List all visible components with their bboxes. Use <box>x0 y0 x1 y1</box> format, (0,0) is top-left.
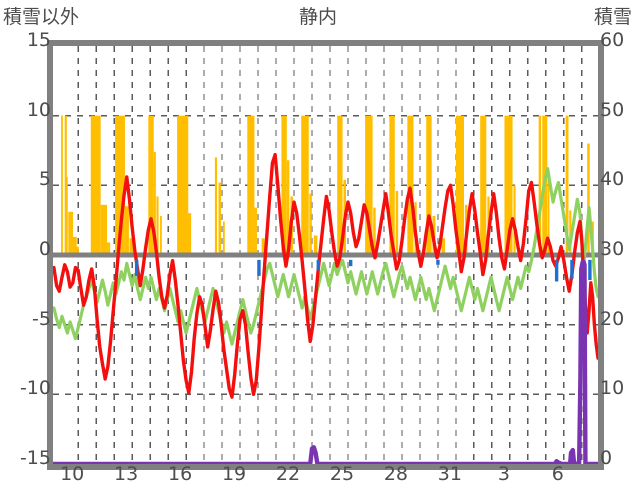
left-axis-tick: 10 <box>26 98 51 121</box>
x-axis-tick: 28 <box>383 463 409 485</box>
precipitation-bar <box>106 242 111 255</box>
precipitation-bar <box>156 196 159 255</box>
precipitation-bar <box>373 207 376 255</box>
plot-canvas <box>53 46 598 464</box>
precipitation-bar <box>100 204 107 255</box>
right-axis-tick: 60 <box>600 29 625 51</box>
precipitation-bar <box>286 160 290 255</box>
precipitation-bar <box>538 115 542 255</box>
right-axis-tick: 40 <box>600 168 625 191</box>
precipitation-bar <box>254 207 257 255</box>
precipitation-bar <box>247 115 255 255</box>
precipitation-bar <box>68 211 73 255</box>
right-axis-tick: 50 <box>600 98 625 121</box>
precipitation-bar <box>64 115 67 255</box>
precipitation-bar <box>65 176 68 255</box>
snow-depth-line <box>53 259 598 464</box>
precipitation-bar <box>160 215 162 255</box>
precipitation-bar <box>337 115 343 255</box>
right-axis-tick: 30 <box>600 238 625 260</box>
precipitation-bar <box>407 115 414 255</box>
precipitation-bar <box>261 238 265 255</box>
x-axis-tick: 6 <box>551 463 564 485</box>
precipitation-bar <box>222 221 225 255</box>
precipitation-bar <box>504 115 513 255</box>
left-axis-tick: -5 <box>32 307 51 330</box>
left-axis-tick: 0 <box>38 238 51 260</box>
left-axis-tick: -15 <box>19 447 51 469</box>
plot-area <box>47 40 604 470</box>
dewpoint-line <box>53 167 598 346</box>
precipitation-bar <box>587 143 590 255</box>
precipitation-bar <box>569 210 572 255</box>
precipitation-bar <box>455 115 464 255</box>
page-title: 静内 <box>298 6 337 28</box>
right-axis-tick: 10 <box>600 377 625 400</box>
precipitation-bar <box>309 193 312 255</box>
x-axis-tick: 31 <box>437 463 462 485</box>
temperature-line <box>53 152 598 399</box>
precipitation-bar <box>395 190 399 255</box>
left-axis-tick: 15 <box>26 29 51 51</box>
left-axis-tick: 5 <box>38 168 51 191</box>
precipitation-bar <box>72 236 77 255</box>
precipitation-bar <box>426 115 432 255</box>
x-axis-tick: 19 <box>221 463 247 485</box>
right-axis-title: 積雪 <box>593 6 632 28</box>
x-axis-tick: 22 <box>275 463 301 485</box>
precipitation-bar <box>480 115 487 255</box>
left-axis-tick: -10 <box>19 377 51 400</box>
precipitation-bar <box>76 246 79 255</box>
x-axis-tick: 13 <box>114 463 139 485</box>
left-axis-title: 積雪以外 <box>3 6 80 28</box>
precipitation-bar <box>124 206 129 255</box>
right-axis-tick: 0 <box>600 447 613 469</box>
precipitation-bar <box>148 115 154 255</box>
precipitation-bar <box>115 115 125 255</box>
precipitation-bar <box>61 115 63 255</box>
precipitation-bar <box>301 115 309 255</box>
precipitation-bar <box>90 115 101 255</box>
precipitation-bar <box>313 235 318 255</box>
precipitation-bar <box>129 238 134 255</box>
precipitation-bar <box>565 115 569 255</box>
x-axis-tick: 16 <box>168 463 193 485</box>
precipitation-bar <box>281 115 287 255</box>
precipitation-bar <box>441 238 446 255</box>
precipitation-bar <box>214 157 218 255</box>
precipitation-bar <box>177 115 189 255</box>
right-axis-tick: 20 <box>600 307 625 330</box>
x-axis-tick: 25 <box>329 463 355 485</box>
precipitation-bar <box>365 115 373 255</box>
precipitation-bar <box>389 115 395 255</box>
precipitation-bar <box>187 213 192 255</box>
precipitation-bar <box>218 182 221 255</box>
precipitation-bar <box>153 151 156 255</box>
precipitation-bar <box>547 176 550 255</box>
x-axis-tick: 10 <box>60 463 85 485</box>
chart-svg <box>53 46 598 464</box>
x-axis-tick: 3 <box>497 463 510 485</box>
